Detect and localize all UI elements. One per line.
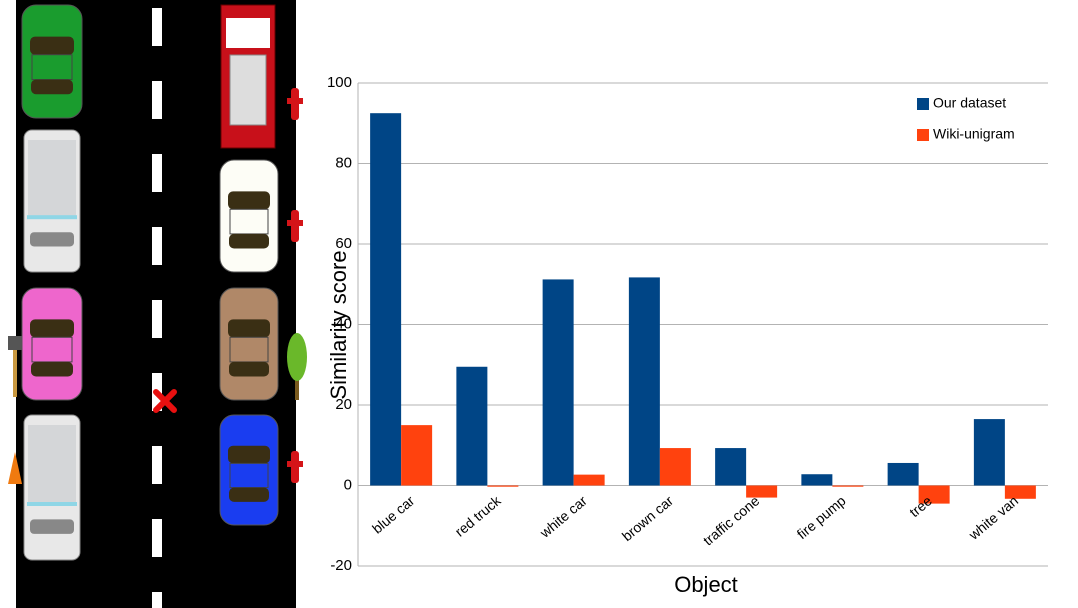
car-rear-window: [31, 79, 73, 95]
lane-dash: [152, 519, 162, 557]
bar: [628, 277, 660, 486]
bar: [1004, 485, 1036, 499]
y-tick-label: 0: [344, 476, 352, 493]
lane-dash: [152, 8, 162, 46]
van-stripe: [27, 215, 77, 220]
x-tick-label: brown car: [619, 492, 677, 544]
car-roof: [229, 462, 269, 489]
car-windshield: [30, 319, 74, 338]
bar: [832, 485, 864, 487]
x-tick-label: white van: [965, 492, 1021, 543]
bar: [801, 474, 833, 486]
x-axis-title: Object: [674, 572, 738, 597]
x-tick-label: blue car: [369, 492, 418, 536]
car-roof: [31, 336, 73, 363]
destination-mark: [153, 389, 177, 413]
lamp-post: [13, 345, 17, 397]
legend-label: Our dataset: [933, 95, 1006, 111]
truck-ladder: [229, 54, 267, 126]
y-tick-label: 80: [335, 154, 352, 171]
lamp-head: [8, 336, 22, 350]
bar: [542, 279, 574, 486]
tree-crown: [287, 333, 307, 381]
y-tick-label: 40: [335, 315, 352, 332]
lane-dash: [152, 154, 162, 192]
van-windshield: [30, 232, 74, 247]
hydrant-arm: [287, 461, 303, 467]
car-roof: [229, 208, 269, 235]
legend-swatch: [917, 129, 929, 141]
bar: [746, 485, 778, 498]
x-tick-label: white car: [536, 492, 590, 541]
tree-trunk: [295, 370, 299, 400]
car-windshield: [228, 191, 270, 210]
legend-label: Wiki-unigram: [933, 126, 1015, 142]
x-tick-label: red truck: [452, 492, 505, 540]
car-rear-window: [31, 361, 73, 377]
van-roof: [28, 425, 76, 505]
x-tick-label: fire pump: [794, 492, 849, 542]
car-windshield: [228, 445, 270, 464]
bar: [456, 366, 488, 486]
bar: [887, 462, 919, 486]
bar: [370, 113, 402, 486]
bar: [715, 448, 747, 486]
lane-dash: [152, 81, 162, 119]
car-rear-window: [229, 487, 269, 502]
car-rear-window: [229, 233, 269, 249]
van-roof: [28, 140, 76, 219]
lane-dash: [152, 300, 162, 338]
car-windshield: [30, 36, 74, 55]
hydrant-arm: [287, 98, 303, 104]
y-tick-label: 100: [327, 74, 352, 91]
lane-dash: [152, 446, 162, 484]
car-roof: [229, 336, 269, 363]
car-roof: [31, 54, 73, 81]
y-tick-label: -20: [330, 557, 352, 574]
y-tick-label: 20: [335, 396, 352, 413]
bar: [659, 448, 691, 486]
bar: [573, 474, 605, 486]
van-windshield: [30, 519, 74, 534]
van-stripe: [27, 502, 77, 506]
car-windshield: [228, 319, 270, 338]
bar: [487, 485, 519, 487]
y-tick-label: 60: [335, 235, 352, 252]
truck-cab: [226, 18, 270, 48]
bar: [918, 485, 950, 504]
traffic-cone: [8, 452, 22, 484]
bar: [973, 419, 1005, 486]
car-rear-window: [229, 361, 269, 377]
legend-swatch: [917, 98, 929, 110]
lane-dash: [152, 227, 162, 265]
bar: [401, 425, 433, 486]
hydrant-arm: [287, 220, 303, 226]
lane-dash: [152, 592, 162, 608]
y-axis-title: Similarity score: [326, 250, 351, 399]
x-tick-label: traffic cone: [700, 492, 763, 548]
road-illustration: [8, 0, 307, 608]
